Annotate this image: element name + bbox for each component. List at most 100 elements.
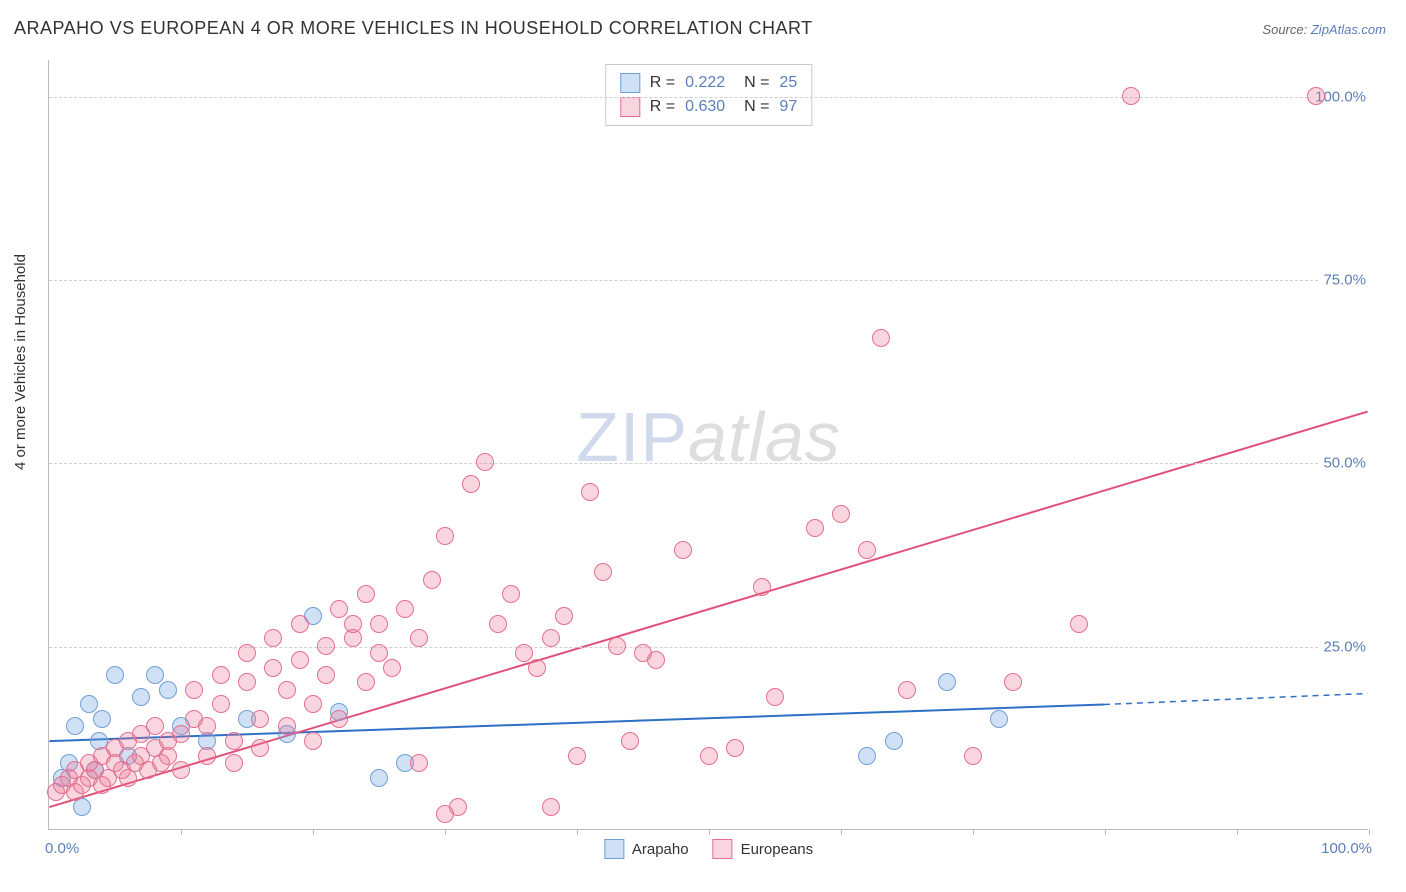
n-value-europeans: 97 [779,95,797,119]
data-point-europeans [1122,87,1140,105]
x-tick-mark [181,829,182,835]
legend-item-europeans: Europeans [713,839,814,859]
data-point-europeans [212,666,230,684]
data-point-europeans [542,629,560,647]
x-axis-max-label: 100.0% [1321,840,1372,857]
scatter-plot: ZIPatlas R = 0.222 N = 25 R = 0.630 N = … [48,60,1368,830]
y-axis-label: 4 or more Vehicles in Household [12,254,29,470]
n-value-arapaho: 25 [779,71,797,95]
watermark: ZIPatlas [576,397,841,477]
source-attribution: Source: ZipAtlas.com [1262,22,1386,37]
data-point-europeans [330,710,348,728]
data-point-europeans [594,563,612,581]
data-point-europeans [766,688,784,706]
swatch-arapaho-bottom [604,839,624,859]
chart-title: ARAPAHO VS EUROPEAN 4 OR MORE VEHICLES I… [14,18,813,39]
data-point-europeans [370,615,388,633]
data-point-arapaho [990,710,1008,728]
data-point-europeans [832,505,850,523]
gridline [49,280,1368,281]
x-tick-mark [1105,829,1106,835]
data-point-europeans [423,571,441,589]
data-point-europeans [1307,87,1325,105]
y-tick-label: 50.0% [1319,455,1370,472]
data-point-europeans [251,739,269,757]
data-point-europeans [304,695,322,713]
swatch-arapaho [620,73,640,93]
data-point-europeans [146,717,164,735]
data-point-europeans [726,739,744,757]
data-point-europeans [502,585,520,603]
data-point-arapaho [858,747,876,765]
data-point-europeans [185,681,203,699]
data-point-europeans [330,600,348,618]
data-point-europeans [528,659,546,677]
data-point-europeans [317,666,335,684]
regression-line-extension [1104,694,1368,705]
data-point-europeans [278,681,296,699]
data-point-europeans [568,747,586,765]
data-point-europeans [608,637,626,655]
data-point-europeans [198,717,216,735]
data-point-europeans [344,615,362,633]
swatch-europeans-bottom [713,839,733,859]
r-value-europeans: 0.630 [685,95,725,119]
x-tick-mark [313,829,314,835]
data-point-europeans [476,453,494,471]
data-point-europeans [225,754,243,772]
data-point-europeans [291,651,309,669]
data-point-europeans [264,659,282,677]
data-point-europeans [225,732,243,750]
legend-label-arapaho: Arapaho [632,841,689,858]
data-point-europeans [858,541,876,559]
data-point-europeans [212,695,230,713]
legend-item-arapaho: Arapaho [604,839,689,859]
data-point-europeans [278,717,296,735]
data-point-europeans [238,644,256,662]
data-point-europeans [198,747,216,765]
data-point-arapaho [93,710,111,728]
data-point-arapaho [159,681,177,699]
data-point-europeans [291,615,309,633]
data-point-europeans [238,673,256,691]
r-value-arapaho: 0.222 [685,71,725,95]
data-point-europeans [436,527,454,545]
x-tick-mark [445,829,446,835]
data-point-arapaho [370,769,388,787]
gridline [49,463,1368,464]
data-point-europeans [542,798,560,816]
x-tick-mark [841,829,842,835]
series-legend: Arapaho Europeans [604,839,813,859]
data-point-europeans [1004,673,1022,691]
data-point-europeans [1070,615,1088,633]
data-point-arapaho [938,673,956,691]
data-point-arapaho [80,695,98,713]
data-point-europeans [700,747,718,765]
legend-row-arapaho: R = 0.222 N = 25 [620,71,797,95]
data-point-europeans [753,578,771,596]
data-point-europeans [872,329,890,347]
x-tick-mark [577,829,578,835]
data-point-europeans [304,732,322,750]
source-value: ZipAtlas.com [1311,22,1386,37]
data-point-europeans [410,629,428,647]
data-point-europeans [647,651,665,669]
data-point-europeans [251,710,269,728]
x-axis-min-label: 0.0% [45,840,79,857]
data-point-europeans [806,519,824,537]
data-point-arapaho [132,688,150,706]
data-point-europeans [449,798,467,816]
data-point-europeans [898,681,916,699]
data-point-europeans [581,483,599,501]
data-point-europeans [172,725,190,743]
data-point-arapaho [66,717,84,735]
x-tick-mark [1369,829,1370,835]
data-point-europeans [964,747,982,765]
data-point-europeans [357,585,375,603]
x-tick-mark [1237,829,1238,835]
correlation-legend: R = 0.222 N = 25 R = 0.630 N = 97 [605,64,812,126]
y-tick-label: 25.0% [1319,638,1370,655]
x-tick-mark [973,829,974,835]
data-point-europeans [555,607,573,625]
data-point-arapaho [885,732,903,750]
